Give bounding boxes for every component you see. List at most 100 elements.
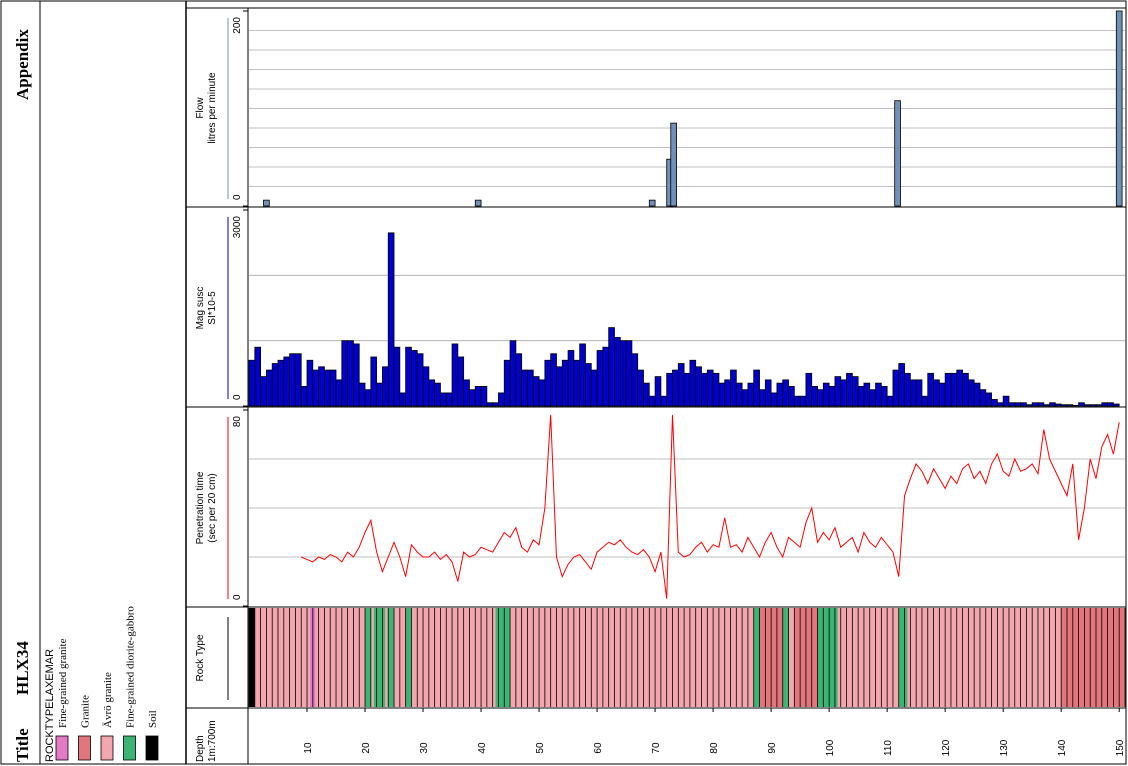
- bar: [1066, 404, 1074, 407]
- bar: [382, 366, 389, 407]
- bar: [637, 369, 644, 407]
- bar: [880, 385, 888, 407]
- bar: [532, 376, 540, 407]
- bar: [474, 199, 482, 207]
- bar: [625, 340, 633, 407]
- bar: [927, 372, 934, 407]
- depth-tick-label: 140: [1057, 739, 1068, 756]
- bar: [283, 356, 291, 407]
- bar: [894, 100, 901, 207]
- rock-interval: [907, 608, 1062, 707]
- bar: [416, 353, 424, 407]
- bar: [509, 340, 517, 407]
- bar: [648, 199, 656, 207]
- bar: [387, 232, 395, 407]
- bar: [451, 343, 459, 407]
- bar: [1095, 404, 1103, 407]
- bar: [341, 340, 349, 407]
- bar: [1025, 404, 1033, 407]
- legend-label: Ävrö granite: [102, 672, 114, 728]
- bar: [799, 395, 807, 407]
- bar: [1078, 402, 1085, 407]
- bar: [846, 372, 853, 407]
- bar: [376, 382, 383, 407]
- bar: [921, 395, 929, 407]
- depth-tick-label: 80: [709, 742, 720, 754]
- bar: [608, 327, 615, 407]
- bar: [457, 356, 465, 407]
- y-tick-label: 0: [232, 194, 243, 200]
- panel-title: Mag susc: [195, 287, 206, 330]
- legend-label: Granite: [80, 695, 92, 728]
- depth-label: Depth: [195, 735, 206, 762]
- bar: [312, 369, 320, 407]
- bar: [706, 369, 714, 407]
- bar: [666, 372, 673, 407]
- bar: [863, 382, 871, 407]
- bar: [851, 376, 859, 407]
- bar: [538, 379, 546, 407]
- bar: [1043, 404, 1050, 407]
- panel-title: Rock Type: [195, 634, 206, 681]
- bar: [677, 363, 685, 407]
- bar: [962, 372, 969, 407]
- bar: [1115, 10, 1123, 207]
- bar: [573, 359, 581, 407]
- bar: [474, 385, 482, 407]
- bar: [892, 369, 900, 407]
- bar: [973, 382, 981, 407]
- rock-interval: [753, 608, 760, 707]
- bar: [1031, 402, 1039, 407]
- bar: [585, 363, 592, 407]
- bar: [527, 369, 534, 407]
- depth-scale: 1m:700m: [207, 720, 218, 762]
- depth-tick-label: 150: [1115, 739, 1126, 756]
- bar: [670, 122, 677, 207]
- depth-tick-label: 70: [651, 742, 662, 754]
- panel-axis-label: litres per minute: [207, 72, 218, 144]
- rock-interval: [365, 608, 371, 707]
- depth-tick-label: 30: [419, 742, 430, 754]
- bar: [260, 376, 267, 407]
- bar: [764, 379, 772, 407]
- bar: [370, 356, 378, 407]
- bar: [399, 392, 407, 407]
- bar: [248, 359, 256, 407]
- bar: [909, 379, 917, 407]
- bar: [904, 372, 911, 407]
- bar: [1107, 402, 1114, 407]
- bar: [411, 350, 418, 407]
- bar: [266, 369, 273, 407]
- bar: [1037, 402, 1045, 407]
- bar: [996, 402, 1004, 407]
- depth-tick-label: 50: [535, 742, 546, 754]
- bar: [561, 359, 569, 407]
- rock-interval: [254, 608, 310, 707]
- bar: [689, 359, 697, 407]
- bar: [648, 395, 656, 407]
- legend-label: Fine-grained granite: [57, 638, 69, 728]
- bar: [822, 382, 830, 407]
- legend-label: Soil: [147, 710, 159, 728]
- bar: [683, 372, 691, 407]
- bar: [811, 385, 818, 407]
- depth-tick-label: 10: [303, 742, 314, 754]
- bar: [521, 369, 528, 407]
- rock-interval: [405, 608, 412, 707]
- bar: [735, 382, 743, 407]
- bar: [805, 372, 813, 407]
- bar: [1014, 402, 1021, 407]
- bar: [747, 382, 755, 407]
- depth-tick-label: 60: [593, 742, 604, 754]
- bar: [979, 389, 987, 407]
- bar: [915, 379, 923, 407]
- bar: [498, 392, 505, 407]
- bar: [1112, 403, 1120, 407]
- bar: [440, 392, 447, 407]
- penetration-line: [301, 414, 1120, 599]
- bar: [898, 363, 905, 407]
- bar: [486, 402, 494, 407]
- legend-swatch: [78, 735, 91, 761]
